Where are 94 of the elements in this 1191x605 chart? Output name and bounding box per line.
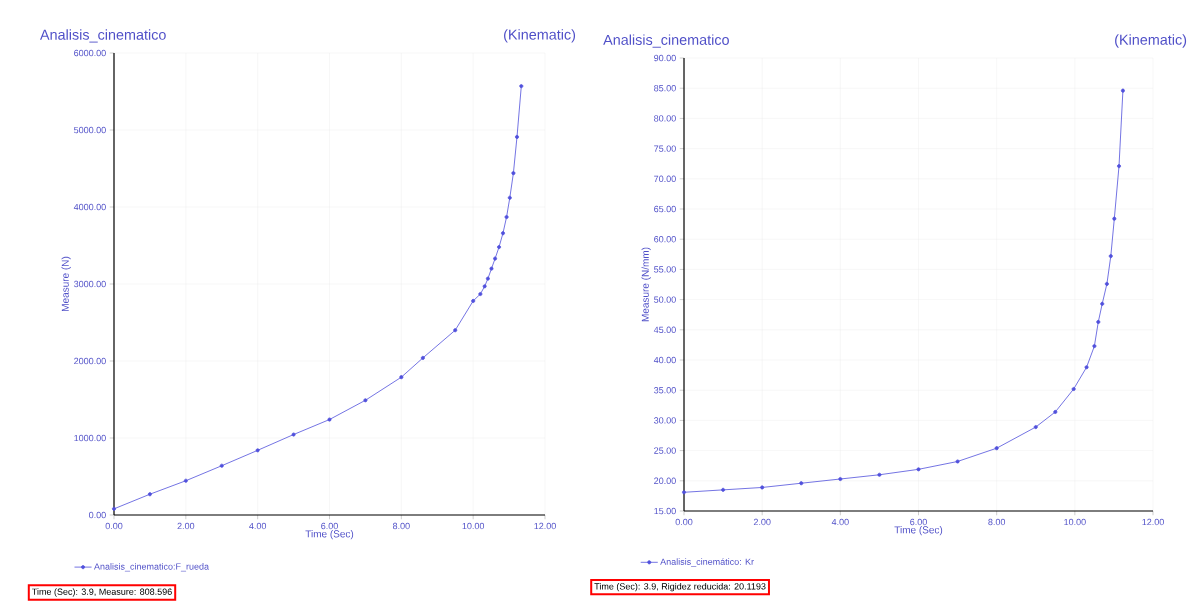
point (399, 375, 404, 380)
x-tick-label: 12.00 (534, 522, 556, 530)
point (1108, 254, 1113, 259)
point (682, 490, 687, 495)
text: Time (Sec): 3.9, Measure: 808.596 (32, 588, 172, 597)
point (1100, 301, 1105, 306)
point (219, 463, 224, 468)
x-tick-label: 6.00 (910, 518, 927, 526)
x-axis-title: Time (Sec) (894, 526, 943, 536)
point (489, 266, 494, 271)
legend-label: Analisis_cinematico:F_rueda (93, 563, 210, 572)
y-tick-label: 70.00 (654, 175, 676, 182)
y-tick-label: 15.00 (654, 507, 676, 515)
legend-label: Analisis_cinemático: Kr (660, 558, 754, 567)
point (1117, 164, 1122, 169)
point (291, 432, 296, 437)
x-tick-label: 12.00 (1142, 518, 1164, 526)
point (514, 134, 519, 139)
point (453, 328, 458, 333)
x-tick-label: 0.00 (675, 518, 693, 526)
y-tick-label: 30.00 (654, 417, 676, 424)
point (1104, 281, 1109, 286)
y-tick-label: 2000.00 (74, 357, 106, 365)
y-tick-label: 35.00 (654, 387, 676, 394)
point (799, 481, 804, 486)
x-tick-label: 8.00 (392, 522, 410, 530)
point (327, 417, 332, 422)
point (1053, 409, 1058, 414)
y-tick-label: 1000.00 (74, 434, 106, 442)
point (478, 292, 483, 297)
point (1071, 387, 1076, 391)
point (511, 171, 516, 176)
text: Time (Sec): 3.9, Rigidez reducida: 20.1193 (594, 582, 766, 592)
point (1084, 365, 1089, 370)
point (493, 256, 498, 261)
point (183, 478, 188, 483)
point (504, 215, 509, 220)
point (147, 492, 152, 497)
point (760, 485, 765, 490)
x-tick-label: 4.00 (831, 518, 849, 526)
point (112, 506, 116, 511)
x-tick-label: 0.00 (105, 522, 123, 530)
point (471, 298, 476, 303)
x-tick-label: 2.00 (177, 522, 195, 530)
y-tick-label: 75.00 (654, 145, 676, 152)
y-tick-label: 90.00 (654, 54, 676, 62)
point (955, 459, 960, 464)
y-tick-label: 80.00 (654, 115, 676, 122)
y-axis-title: Measure (N) (61, 256, 71, 311)
y-tick-label: 50.00 (654, 296, 676, 303)
point (519, 84, 524, 89)
y-tick-label: 4000.00 (73, 203, 106, 211)
point (363, 398, 368, 403)
y-tick-label: 6000.00 (74, 49, 106, 57)
point (255, 448, 260, 453)
point (877, 472, 882, 477)
chart-subtitle: (Kinematic) (1115, 34, 1187, 48)
point (420, 355, 425, 360)
point (485, 276, 490, 281)
point (500, 231, 505, 236)
x-axis-title: Time (Sec) (305, 530, 354, 540)
y-tick-label: 40.00 (653, 356, 676, 364)
x-tick-label: 10.00 (462, 522, 485, 530)
x-tick-label: 4.00 (249, 522, 267, 530)
x-tick-label: 10.00 (1064, 518, 1086, 526)
chart-title: Analisis_cinematico (39, 29, 166, 43)
point (1120, 88, 1125, 93)
point (1092, 344, 1097, 349)
point (482, 284, 487, 289)
point (721, 487, 726, 492)
y-tick-label: 25.00 (654, 447, 676, 454)
point (497, 245, 502, 250)
y-axis-title: Measure (N/mm) (641, 247, 651, 322)
y-tick-label: 85.00 (654, 85, 676, 92)
point (507, 195, 512, 200)
point (1112, 216, 1117, 221)
point (1033, 425, 1038, 430)
point (916, 467, 921, 472)
y-tick-label: 0.00 (89, 511, 106, 519)
y-tick-label: 65.00 (654, 205, 676, 213)
y-tick-label: 5000.00 (74, 126, 106, 134)
y-tick-label: 60.00 (654, 236, 676, 243)
x-tick-label: 8.00 (988, 518, 1006, 526)
y-tick-label: 55.00 (654, 266, 676, 273)
y-tick-label: 20.00 (654, 477, 676, 484)
point (1096, 319, 1101, 324)
chart-title: Analisis_cinematico (603, 34, 729, 48)
y-tick-label: 45.00 (653, 326, 676, 333)
y-tick-label: 3000.00 (74, 280, 106, 288)
point (838, 477, 843, 481)
chart-subtitle: (Kinematic) (504, 29, 576, 43)
point (994, 446, 999, 451)
x-tick-label: 6.00 (321, 522, 338, 530)
x-tick-label: 2.00 (753, 518, 771, 526)
